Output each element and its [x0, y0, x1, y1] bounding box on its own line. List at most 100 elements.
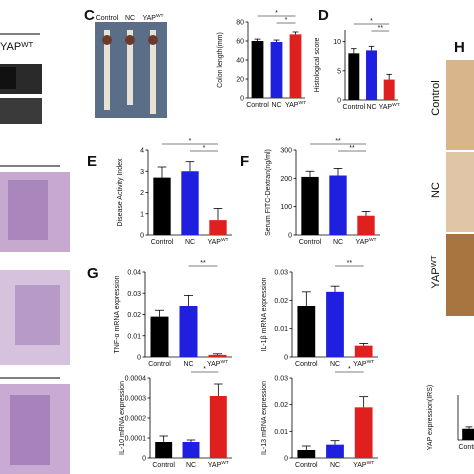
y-tick-label: 0.04 [127, 270, 141, 277]
y-tick-label: 40 [236, 58, 244, 65]
panel-label: E [87, 153, 97, 170]
photo-label-sup: WT [156, 13, 164, 19]
bar [383, 79, 395, 100]
error-bar [214, 383, 223, 396]
x-tick-label-sup: WT [392, 102, 400, 108]
y-tick-label: 0.0004 [125, 376, 147, 383]
sig-label: ** [349, 145, 355, 152]
error-bar [292, 31, 299, 35]
y-tick-label: 4 [140, 148, 144, 155]
error-bar [184, 294, 193, 306]
photo-label: YAPWT [142, 13, 163, 22]
x-tick-label-main: YAP [379, 104, 393, 111]
x-tick-label: Control [152, 462, 175, 469]
y-tick-label: 0.03 [127, 291, 141, 298]
y-tick-label: 0.02 [274, 298, 288, 305]
x-tick-label-main: NC [330, 361, 340, 368]
x-tick-label-sup: WT [221, 237, 229, 243]
bar [326, 444, 344, 458]
x-tick-label: YAPWT [353, 460, 374, 469]
y-tick-label: 0.03 [274, 270, 288, 277]
blot-label-main: YAP [0, 41, 21, 53]
x-tick-label-main: YAP [207, 361, 221, 368]
x-tick-label-main: Control [151, 239, 174, 246]
histology [0, 165, 70, 474]
y-tick-label: 0 [137, 355, 141, 362]
error-bar [330, 440, 340, 445]
ihc-photos [446, 60, 474, 316]
y-tick-label: 0.01 [127, 333, 141, 340]
bar [182, 442, 200, 458]
error-bar [157, 166, 167, 178]
x-tick-label-main: YAP [285, 102, 299, 109]
x-tick-label-main: Control [295, 462, 318, 469]
bar [209, 220, 227, 235]
photo-label: NC [125, 15, 135, 22]
x-tick-label: NC [333, 239, 343, 246]
bar [357, 215, 375, 235]
error-bar [301, 291, 311, 306]
y-tick-label: 1 [140, 211, 144, 218]
error-bar [305, 170, 315, 177]
bar [366, 50, 377, 100]
x-tick-label: NC [185, 239, 195, 246]
x-tick-label-main: NC [366, 104, 376, 111]
x-tick-label-main: Control [295, 361, 318, 368]
error-bar [359, 342, 369, 346]
x-tick-label-sup: WT [298, 100, 306, 106]
x-tick-label: YAPWT [208, 460, 229, 469]
error-bar [254, 38, 261, 41]
sig-label: * [348, 366, 351, 373]
sig-label: * [370, 18, 373, 25]
bar [209, 396, 227, 458]
error-bar [361, 211, 371, 216]
y-axis-label: IL-1β mRNA expression [261, 277, 268, 351]
sig-label: * [275, 10, 278, 17]
error-bar [213, 208, 223, 221]
blot [0, 33, 42, 124]
x-tick-label-main: YAP [353, 462, 367, 469]
y-tick-label: 0.02 [274, 402, 288, 409]
x-tick-label-main: Control [343, 104, 366, 111]
x-tick-label: YAPWT [355, 237, 376, 246]
x-tick-label-main: Control [246, 102, 269, 109]
y-axis-label: Histological score [314, 37, 321, 92]
x-tick-label: YAPWT [379, 102, 400, 111]
x-tick-label: YAPWT [207, 359, 228, 368]
error-bar [330, 285, 340, 292]
x-tick-label: Control [148, 361, 171, 368]
y-tick-label: 0.02 [127, 312, 141, 319]
bar [208, 354, 227, 357]
y-tick-label: 60 [236, 39, 244, 46]
sig-label: ** [200, 260, 206, 267]
error-bar [359, 396, 369, 408]
bar [270, 41, 283, 98]
row-label-main: YAP [430, 267, 442, 288]
y-axis-label: TNF-α mRNA expression [114, 275, 121, 353]
bar [153, 177, 171, 235]
y-tick-label: 200 [280, 176, 292, 183]
row-label: NC [430, 182, 442, 198]
error-bar [333, 168, 343, 176]
y-tick-label: 3 [140, 169, 144, 176]
x-tick-label-sup: WT [367, 359, 375, 365]
error-bar [368, 45, 375, 51]
bar [354, 345, 373, 357]
panel-label: C [84, 7, 95, 24]
y-tick-label: 0.0002 [125, 416, 147, 423]
x-tick-label-sup: WT [369, 237, 377, 243]
y-tick-label: 80 [236, 20, 244, 27]
y-tick-label: 0 [142, 456, 146, 463]
bar [348, 53, 360, 100]
x-tick-label-main: NC [183, 361, 193, 368]
x-tick-label: NC [186, 462, 196, 469]
x-tick-label: YAPWT [207, 237, 228, 246]
error-bar [301, 445, 311, 450]
x-tick-label: Control [246, 102, 269, 109]
error-bar [351, 48, 357, 54]
sig-label: * [189, 138, 192, 145]
x-tick-label: Control [343, 104, 366, 111]
photo-label-main: YAP [142, 15, 156, 22]
bar [251, 41, 264, 98]
error-bar [465, 426, 473, 429]
